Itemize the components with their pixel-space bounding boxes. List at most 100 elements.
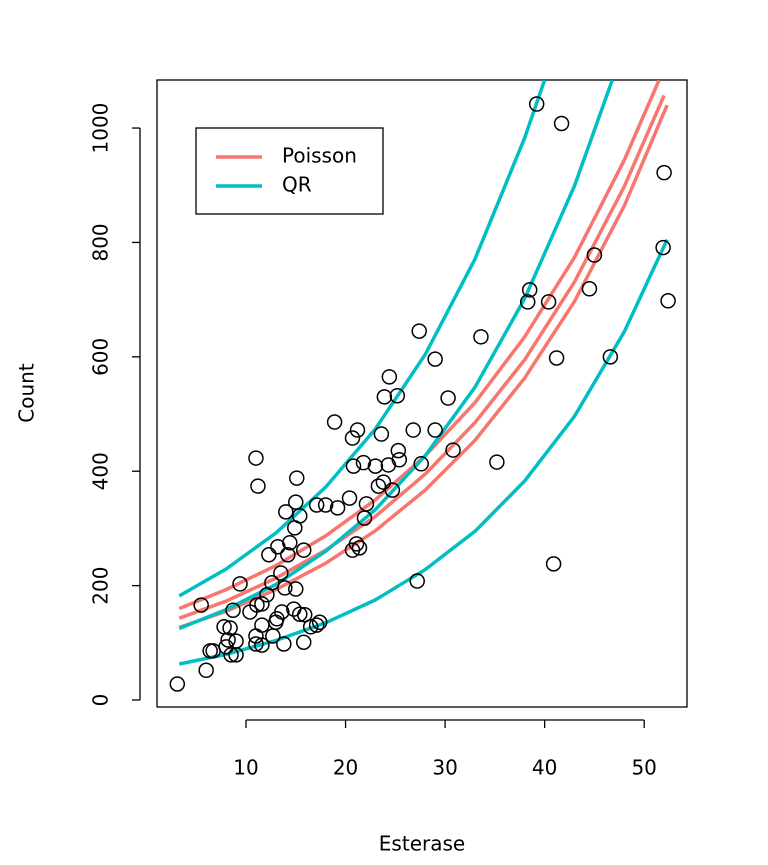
plot-frame: [156, 79, 688, 708]
x-tick-label: 30: [432, 756, 457, 780]
data-point: [413, 456, 429, 472]
data-point: [521, 282, 538, 298]
data-point: [228, 633, 244, 649]
data-point: [296, 607, 313, 623]
data-point: [375, 474, 392, 490]
data-point: [548, 350, 565, 366]
data-point: [250, 478, 266, 494]
data-point: [302, 619, 319, 635]
data-point: [349, 422, 366, 438]
data-point: [261, 546, 277, 563]
data-point: [317, 497, 334, 513]
data-point: [248, 636, 264, 652]
data-point: [656, 164, 672, 181]
data-point: [373, 426, 390, 442]
data-point: [384, 482, 401, 498]
data-point: [540, 294, 557, 310]
legend-box: [195, 127, 384, 215]
y-tick-label: 600: [89, 338, 113, 376]
data-point: [292, 606, 308, 622]
data-point: [411, 323, 427, 339]
x-tick-label: 50: [631, 756, 656, 780]
data-point: [193, 597, 209, 613]
data-point: [427, 422, 443, 438]
data-point: [389, 387, 406, 404]
data-point: [409, 573, 425, 589]
data-point: [376, 389, 393, 405]
data-point: [288, 494, 304, 510]
data-point: [289, 470, 305, 486]
data-point: [381, 369, 398, 385]
data-point: [326, 414, 343, 430]
data-point: [278, 504, 294, 520]
data-point: [329, 500, 346, 516]
data-point: [528, 96, 545, 112]
y-tick-label: 1000: [89, 103, 113, 154]
data-point: [232, 576, 248, 592]
data-point: [391, 452, 408, 468]
data-point: [445, 442, 461, 458]
data-point: [264, 575, 280, 591]
legend-label: QR: [282, 173, 312, 197]
data-point: [225, 602, 241, 618]
data-point: [440, 390, 456, 406]
data-point: [427, 351, 443, 367]
data-point: [660, 293, 676, 309]
data-point: [254, 596, 270, 612]
fit-curve: [178, 80, 547, 598]
data-point: [351, 540, 368, 556]
data-point: [282, 534, 298, 551]
data-point: [489, 454, 505, 470]
y-tick-label: 200: [89, 567, 113, 605]
data-point: [248, 450, 264, 466]
data-point: [276, 636, 292, 652]
data-point: [345, 458, 362, 474]
data-point: [295, 634, 312, 651]
y-tick-label: 0: [89, 694, 113, 707]
legend-label: Poisson: [282, 144, 357, 168]
data-point: [370, 478, 387, 494]
data-point: [380, 457, 397, 473]
data-point: [344, 430, 361, 446]
data-point: [553, 115, 570, 132]
x-tick-label: 40: [532, 756, 557, 780]
data-point: [358, 496, 375, 512]
data-point: [655, 239, 671, 256]
data-point: [341, 490, 358, 506]
data-point: [292, 508, 308, 524]
data-point: [254, 637, 270, 653]
data-point: [348, 536, 365, 552]
data-point: [581, 281, 598, 297]
y-axis-label: Count: [15, 363, 39, 423]
data-point: [280, 546, 296, 563]
data-point: [308, 617, 325, 633]
y-tick-label: 400: [89, 452, 113, 490]
data-point: [198, 662, 214, 679]
data-point: [311, 614, 328, 630]
x-axis-label: Esterase: [379, 832, 465, 856]
data-point: [222, 620, 238, 636]
fit-curve: [178, 238, 669, 666]
data-point: [288, 581, 304, 597]
data-point: [274, 604, 290, 620]
data-point: [519, 294, 536, 310]
fit-curve: [178, 94, 666, 620]
data-point: [220, 632, 236, 648]
data-point: [355, 454, 372, 471]
fit-curve: [178, 80, 614, 631]
data-point: [295, 542, 312, 558]
data-point: [367, 458, 384, 474]
data-point: [277, 580, 293, 596]
data-point: [602, 349, 619, 365]
data-point: [545, 556, 562, 572]
y-tick-label: 800: [89, 223, 113, 261]
data-point: [390, 442, 407, 459]
data-point: [202, 643, 218, 659]
data-point: [405, 422, 421, 438]
data-point: [586, 247, 603, 263]
x-tick-label: 10: [233, 756, 258, 780]
data-point: [308, 497, 325, 513]
data-point: [223, 647, 239, 663]
data-point: [169, 676, 186, 692]
